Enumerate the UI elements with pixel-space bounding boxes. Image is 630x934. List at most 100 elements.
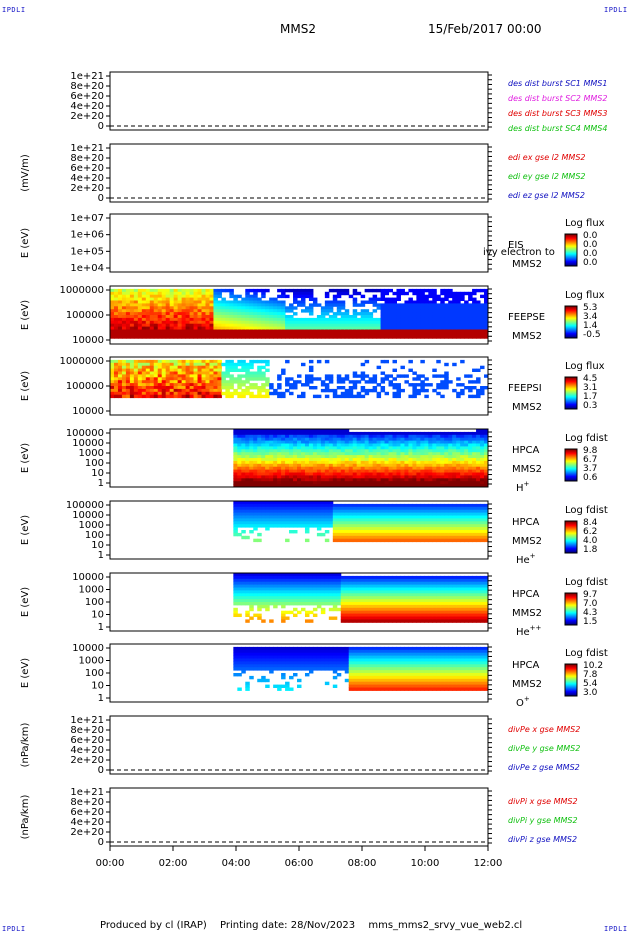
heatmap-cell xyxy=(384,478,390,482)
heatmap-cell xyxy=(117,371,123,375)
heatmap-cell xyxy=(472,440,477,444)
heatmap-cell xyxy=(129,359,135,364)
heatmap-cell xyxy=(440,515,445,519)
heatmap-cell xyxy=(344,524,350,528)
heatmap-cell xyxy=(464,443,469,447)
colorbar-swatch xyxy=(565,401,577,403)
heatmap-cell xyxy=(253,429,258,433)
heatmap-cell xyxy=(352,386,358,390)
heatmap-cell xyxy=(277,440,282,444)
heatmap-cell xyxy=(444,312,449,316)
heatmap-cell xyxy=(440,527,445,531)
heatmap-cell xyxy=(161,359,167,364)
heatmap-cell xyxy=(308,377,314,381)
heatmap-cell xyxy=(320,383,326,387)
heatmap-cell xyxy=(189,335,195,339)
heatmap-cell xyxy=(117,326,123,330)
heatmap-cell xyxy=(480,332,485,336)
heatmap-cell xyxy=(129,297,135,301)
heatmap-cell xyxy=(193,391,199,396)
heatmap-cell xyxy=(452,306,457,310)
heatmap-cell xyxy=(484,317,489,322)
heatmap-cell xyxy=(392,306,397,310)
heatmap-cell xyxy=(432,506,437,511)
heatmap-cell xyxy=(444,309,449,313)
heatmap-cell xyxy=(440,449,445,453)
heatmap-cell xyxy=(484,443,489,447)
heatmap-cell xyxy=(352,288,358,293)
heatmap-cell xyxy=(277,443,282,447)
heatmap-cell xyxy=(416,478,421,482)
heatmap-cell xyxy=(121,374,127,378)
heatmap-cell xyxy=(261,503,266,508)
heatmap-cell xyxy=(332,616,338,620)
heatmap-cell xyxy=(137,371,143,375)
heatmap-cell xyxy=(384,484,390,488)
heatmap-cell xyxy=(444,383,449,387)
heatmap-cell xyxy=(117,368,123,372)
heatmap-cell xyxy=(137,362,143,367)
heatmap-cell xyxy=(448,437,453,442)
heatmap-cell xyxy=(464,312,469,316)
heatmap-cell xyxy=(404,469,409,473)
heatmap-cell xyxy=(161,288,167,293)
heatmap-cell xyxy=(129,291,135,296)
heatmap-cell xyxy=(201,317,206,322)
heatmap-cell xyxy=(468,374,473,378)
heatmap-cell xyxy=(348,294,354,299)
heatmap-cell xyxy=(352,596,358,600)
heatmap-cell xyxy=(277,524,282,528)
heatmap-cell xyxy=(249,309,254,313)
heatmap-cell xyxy=(257,297,262,301)
heatmap-cell xyxy=(336,535,342,540)
heatmap-cell xyxy=(233,326,238,330)
heatmap-cell xyxy=(177,300,183,304)
heatmap-cell xyxy=(181,317,187,322)
heatmap-cell xyxy=(129,391,135,396)
heatmap-cell xyxy=(125,362,131,367)
heatmap-cell xyxy=(285,294,290,299)
heatmap-cell xyxy=(348,578,354,583)
heatmap-cell xyxy=(480,472,485,476)
heatmap-cell xyxy=(300,596,306,600)
heatmap-cell xyxy=(110,377,115,381)
heatmap-cell xyxy=(110,386,115,390)
heatmap-cell xyxy=(161,362,167,367)
heatmap-cell xyxy=(145,391,151,396)
heatmap-cell xyxy=(173,374,179,378)
heatmap-cell xyxy=(209,377,214,381)
heatmap-cell xyxy=(245,332,250,336)
heatmap-cell xyxy=(428,315,433,319)
heatmap-cell xyxy=(225,320,230,325)
heatmap-cell xyxy=(285,472,290,476)
heatmap-cell xyxy=(157,362,163,367)
heatmap-cell xyxy=(324,320,330,325)
heatmap-cell xyxy=(141,320,147,325)
heatmap-cell xyxy=(372,452,378,456)
heatmap-cell xyxy=(249,458,254,462)
heatmap-cell xyxy=(424,437,429,442)
heatmap-cell xyxy=(249,481,254,485)
heatmap-cell xyxy=(364,315,370,319)
heatmap-cell xyxy=(336,312,342,316)
heatmap-cell xyxy=(316,524,322,528)
heatmap-cell xyxy=(137,380,143,384)
heatmap-cell xyxy=(476,306,481,310)
heatmap-cell xyxy=(348,575,354,580)
heatmap-cell xyxy=(261,455,266,459)
heatmap-cell xyxy=(110,362,115,367)
heatmap-cell xyxy=(281,578,286,583)
heatmap-cell xyxy=(293,512,298,516)
heatmap-cell xyxy=(201,297,206,301)
heatmap-cell xyxy=(273,297,278,301)
heatmap-cell xyxy=(253,377,258,381)
heatmap-cell xyxy=(436,512,441,516)
heatmap-cell xyxy=(364,475,370,479)
heatmap-cell xyxy=(145,291,151,296)
heatmap-cell xyxy=(356,518,362,522)
heatmap-cell xyxy=(237,521,242,525)
heatmap-cell xyxy=(257,602,262,606)
colorbar-swatch xyxy=(565,322,577,324)
heatmap-cell xyxy=(380,386,386,390)
heatmap-cell xyxy=(428,303,433,307)
